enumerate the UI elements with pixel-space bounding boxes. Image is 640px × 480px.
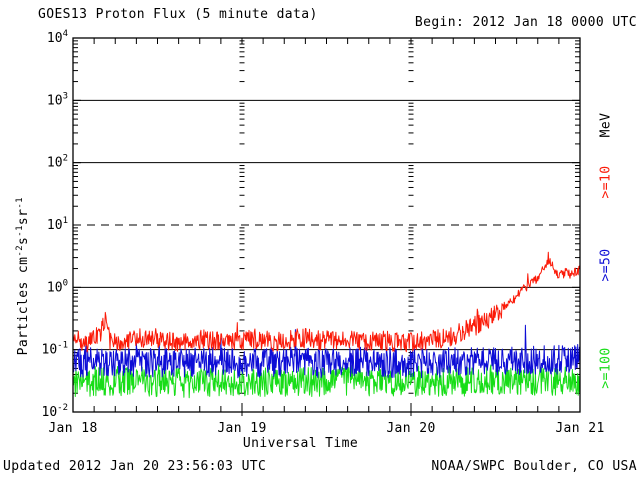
updated-timestamp-label: Updated 2012 Jan 20 23:56:03 UTC (3, 459, 267, 474)
y-axis-label: Particles cm-2s-1sr-1 (14, 196, 32, 356)
legend-ge10-label: >=10 (598, 165, 614, 199)
y-tick-label: 101 (47, 216, 68, 233)
y-tick-label: 100 (47, 278, 68, 295)
chart-title: GOES13 Proton Flux (5 minute data) (38, 7, 318, 22)
y-tick-label: 10-2 (42, 403, 69, 420)
y-tick-label: 102 (47, 154, 68, 171)
begin-timestamp-label: Begin: 2012 Jan 18 0000 UTC (414, 15, 637, 30)
legend-ge100-label: >=100 (598, 347, 614, 389)
x-axis-label: Universal Time (242, 436, 359, 451)
y-tick-label: 104 (47, 29, 68, 46)
y-tick-label: 10-1 (42, 341, 69, 358)
x-tick-label: Jan 19 (217, 421, 266, 436)
legend-unit-label: MeV (598, 112, 614, 138)
x-tick-label: Jan 20 (386, 421, 435, 436)
legend-ge50-label: >=50 (598, 248, 614, 282)
x-tick-label: Jan 18 (48, 421, 97, 436)
source-attribution-label: NOAA/SWPC Boulder, CO USA (431, 459, 637, 474)
y-tick-label: 103 (47, 91, 68, 108)
x-tick-label: Jan 21 (555, 421, 604, 436)
